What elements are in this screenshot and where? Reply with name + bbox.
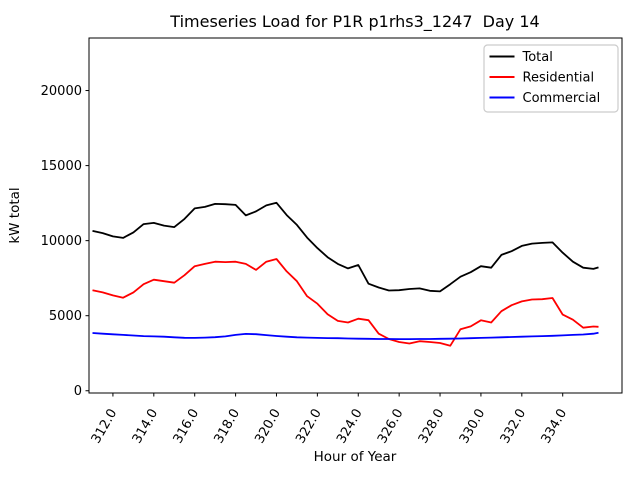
y-tick-label: 0 (74, 384, 82, 399)
legend: Total Residential Commercial (483, 44, 619, 113)
x-tick-label: 322.0 (293, 407, 325, 447)
x-axis-label: Hour of Year (314, 449, 397, 465)
y-tick-label: 20000 (41, 84, 82, 99)
x-tick-label: 320.0 (252, 407, 284, 447)
x-tick-label: 318.0 (211, 407, 243, 447)
legend-label-residential: Residential (523, 71, 595, 86)
x-tick-label: 314.0 (130, 407, 162, 447)
y-tick-label: 5000 (49, 309, 82, 324)
y-axis-label: kW total (7, 187, 23, 243)
series-line-commercial (92, 331, 599, 341)
chart-title: Timeseries Load for P1R p1rhs3_1247 Day … (169, 12, 539, 32)
x-tick-label: 326.0 (375, 407, 407, 447)
x-tick-label: 316.0 (171, 407, 203, 447)
legend-box (483, 44, 619, 113)
x-tick-label: 324.0 (334, 407, 366, 447)
series-line-residential (92, 258, 599, 347)
x-tick-label: 332.0 (498, 407, 530, 447)
legend-label-commercial: Commercial (523, 91, 601, 106)
y-tick-label: 15000 (41, 159, 82, 174)
x-tick-label: 330.0 (457, 407, 489, 447)
series-line-total (92, 201, 599, 293)
y-tick-label: 10000 (41, 234, 82, 249)
x-tick-label: 328.0 (416, 407, 448, 447)
x-tick-label: 334.0 (539, 407, 571, 447)
legend-label-total: Total (522, 50, 553, 65)
x-tick-label: 312.0 (89, 407, 121, 447)
axes-spines (88, 37, 623, 394)
